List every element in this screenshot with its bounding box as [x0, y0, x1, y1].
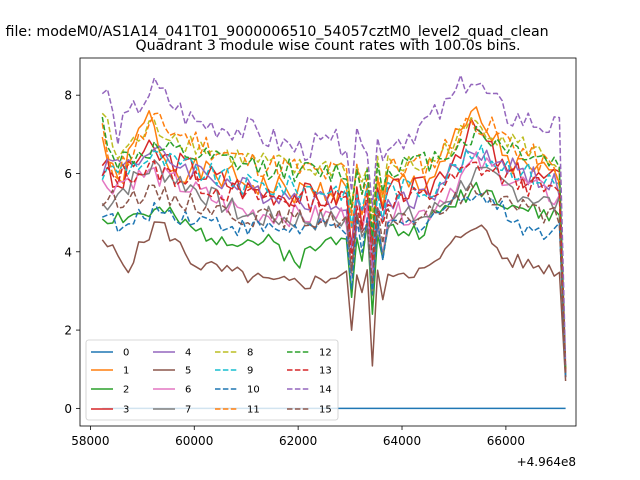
series-line-3: [101, 117, 567, 374]
legend-label-0: 0: [123, 348, 129, 359]
x-tick-label: 60000: [175, 434, 213, 448]
y-tick-label: 0: [64, 402, 72, 416]
legend-label-8: 8: [247, 348, 253, 359]
suptitle: n file: modeM0/AS1A14_041T01_9000006510_…: [0, 24, 549, 40]
series-line-9: [101, 144, 567, 374]
y-tick-label: 8: [64, 89, 72, 103]
chart-title: Quadrant 3 module wise count rates with …: [135, 38, 520, 54]
legend-label-14: 14: [319, 385, 332, 396]
x-tick-label: 58000: [71, 434, 109, 448]
series-line-4: [101, 145, 567, 374]
x-offset-label: +4.964e8: [517, 455, 576, 469]
legend-label-1: 1: [123, 366, 129, 377]
y-tick-label: 4: [64, 245, 72, 259]
x-tick-label: 62000: [279, 434, 317, 448]
legend-label-5: 5: [185, 366, 191, 377]
y-tick-label: 2: [64, 324, 72, 338]
legend-label-4: 4: [185, 348, 191, 359]
series-line-12: [101, 116, 567, 370]
series-line-10: [102, 193, 567, 378]
series-layer: [101, 74, 567, 410]
legend-box: [85, 339, 339, 421]
x-tick-label: 64000: [383, 434, 421, 448]
series-line-11: [101, 112, 567, 370]
legend-label-10: 10: [247, 385, 260, 396]
series-line-13: [101, 160, 567, 374]
y-tick-label: 6: [64, 167, 72, 181]
legend-label-7: 7: [185, 405, 191, 416]
legend-label-9: 9: [247, 366, 253, 377]
series-line-15: [101, 182, 567, 378]
x-tick-label: 66000: [487, 434, 525, 448]
legend-label-3: 3: [123, 405, 129, 416]
series-line-5: [101, 221, 567, 382]
x-axis: 58000 60000 62000 64000 66000: [71, 426, 525, 448]
legend-label-2: 2: [123, 385, 129, 396]
legend-label-13: 13: [319, 366, 332, 377]
y-axis: 0 2 4 6 8: [64, 89, 80, 416]
series-line-7: [101, 159, 567, 378]
plot-frame: [79, 57, 577, 427]
legend-label-12: 12: [319, 348, 332, 359]
legend-label-15: 15: [319, 405, 332, 416]
legend-label-6: 6: [185, 385, 191, 396]
legend-label-11: 11: [247, 405, 260, 416]
series-line-14: [101, 74, 567, 366]
